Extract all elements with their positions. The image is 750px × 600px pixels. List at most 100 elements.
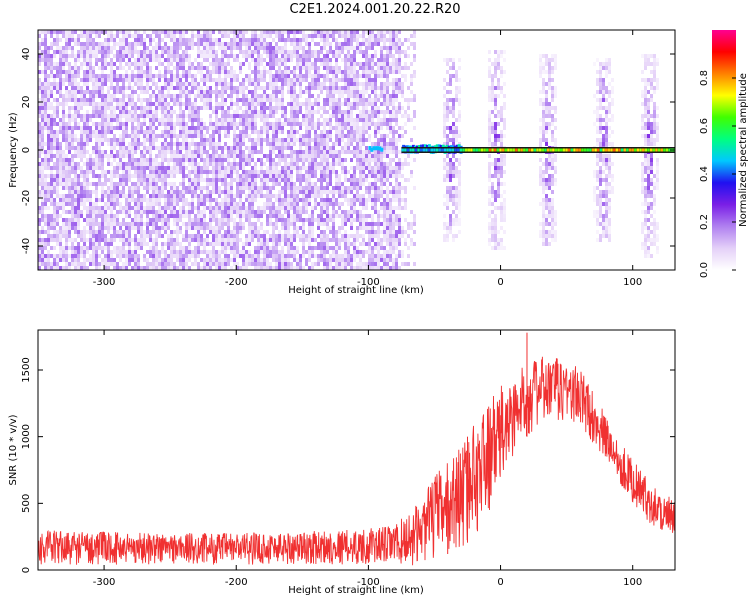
spectrogram-cell (62, 254, 65, 258)
spectrogram-cell (185, 90, 188, 94)
spectrogram-cell (248, 126, 251, 130)
spectrogram-cell (296, 50, 299, 54)
spectrogram-cell (50, 74, 53, 78)
spectrogram-cell (257, 262, 260, 266)
spectrogram-cell (278, 58, 281, 62)
spectrogram-cell (329, 262, 332, 266)
spectrogram-cell (125, 62, 128, 66)
spectrogram-cell (149, 122, 152, 126)
spectrogram-cell (107, 230, 110, 234)
spectrogram-cell (338, 194, 341, 198)
spectrogram-cell (182, 238, 185, 242)
spectrogram-cell (317, 42, 320, 46)
spectrogram-cell (176, 254, 179, 258)
spectrogram-cell (92, 150, 95, 154)
spectrogram-cell (158, 230, 161, 234)
spectrogram-cell (281, 122, 284, 126)
spectrogram-cell (143, 110, 146, 114)
spectrogram-cell (200, 198, 203, 202)
spectrogram-cell (233, 70, 236, 74)
spectrogram-cell (194, 234, 197, 238)
spectrogram-cell (209, 230, 212, 234)
spectrogram-cell (53, 138, 56, 142)
spectrogram-cell (218, 226, 221, 230)
spectrogram-cell (341, 86, 344, 90)
spectrogram-cell (179, 242, 182, 246)
spectrogram-cell (149, 182, 152, 186)
spectrogram-cell (218, 230, 221, 234)
spectrogram-cell (335, 58, 338, 62)
spectrogram-cell (212, 226, 215, 230)
spectrogram-cell (173, 54, 176, 58)
spectrogram-cell (116, 214, 119, 218)
spectrogram-cell (284, 106, 287, 110)
spectrogram-cell (272, 126, 275, 130)
spectrogram-cell (146, 98, 149, 102)
spectrogram-cell (107, 162, 110, 166)
spectrogram-cell (164, 102, 167, 106)
spectrogram-cell (221, 66, 224, 70)
spectrogram-cell (173, 230, 176, 234)
spectrogram-cell (272, 230, 275, 234)
spectrogram-cell (170, 38, 173, 42)
spectrogram-cell (50, 226, 53, 230)
spectrogram-cell (347, 34, 350, 38)
spectrogram-cell (287, 250, 290, 254)
spectrogram-cell (71, 258, 74, 262)
spectrogram-cell (113, 78, 116, 82)
spectrogram-cell (182, 142, 185, 146)
spectrogram-cell (209, 178, 212, 182)
spectrogram-cell (140, 158, 143, 162)
spectrogram-cell (101, 238, 104, 242)
spectrogram-cell (98, 58, 101, 62)
spectrogram-cell (104, 202, 107, 206)
spectrogram-cell (209, 94, 212, 98)
spectrogram-cell (323, 166, 326, 170)
spectrogram-cell (155, 194, 158, 198)
spectrogram-cell (305, 126, 308, 130)
spectrogram-cell (245, 242, 248, 246)
spectrogram-cell (89, 194, 92, 198)
spectrogram-cell (122, 242, 125, 246)
spectrogram-cell (308, 218, 311, 222)
spectrogram-cell (296, 186, 299, 190)
spectrogram-cell (275, 258, 278, 262)
spectrogram-cell (245, 118, 248, 122)
spectrogram-cell (92, 174, 95, 178)
spectrogram-cell (140, 222, 143, 226)
spectrogram-cell (101, 94, 104, 98)
spectrogram-cell (248, 118, 251, 122)
spectrogram-cell (113, 86, 116, 90)
spectrogram-cell (215, 86, 218, 90)
spectrogram-cell (101, 78, 104, 82)
spectrogram-cell (272, 170, 275, 174)
spectrogram-cell (122, 230, 125, 234)
spectrogram-cell (176, 146, 179, 150)
spectrogram-cell (224, 154, 227, 158)
spectrogram-cell (236, 226, 239, 230)
spectrogram-cell (215, 226, 218, 230)
spectrogram-cell (338, 262, 341, 266)
spectrogram-cell (89, 158, 92, 162)
spectrogram-cell (119, 158, 122, 162)
spectrogram-cell (101, 226, 104, 230)
spectrogram-cell (134, 262, 137, 266)
spectrogram-cell (221, 190, 224, 194)
spectrogram-cell (143, 42, 146, 46)
spectrogram-cell (143, 186, 146, 190)
spectrogram-cell (95, 30, 98, 34)
spectrogram-cell (74, 170, 77, 174)
spectrogram-cell (266, 138, 269, 142)
spectrogram-cell (287, 34, 290, 38)
spectrogram-cell (230, 38, 233, 42)
spectrogram-cell (107, 254, 110, 258)
spectrogram-cell (224, 74, 227, 78)
spectrogram-cell (137, 186, 140, 190)
spectrogram-cell (50, 70, 53, 74)
spectrogram-cell (233, 126, 236, 130)
spectrogram-cell (332, 266, 335, 270)
spectrogram-cell (134, 190, 137, 194)
spectrogram-cell (44, 126, 47, 130)
spectrogram-cell (170, 34, 173, 38)
spectrogram-cell (320, 218, 323, 222)
